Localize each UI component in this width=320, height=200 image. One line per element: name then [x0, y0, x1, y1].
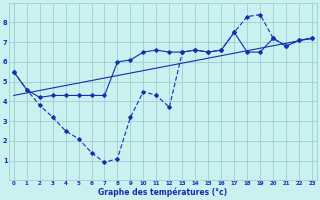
X-axis label: Graphe des températures (°c): Graphe des températures (°c): [98, 188, 228, 197]
